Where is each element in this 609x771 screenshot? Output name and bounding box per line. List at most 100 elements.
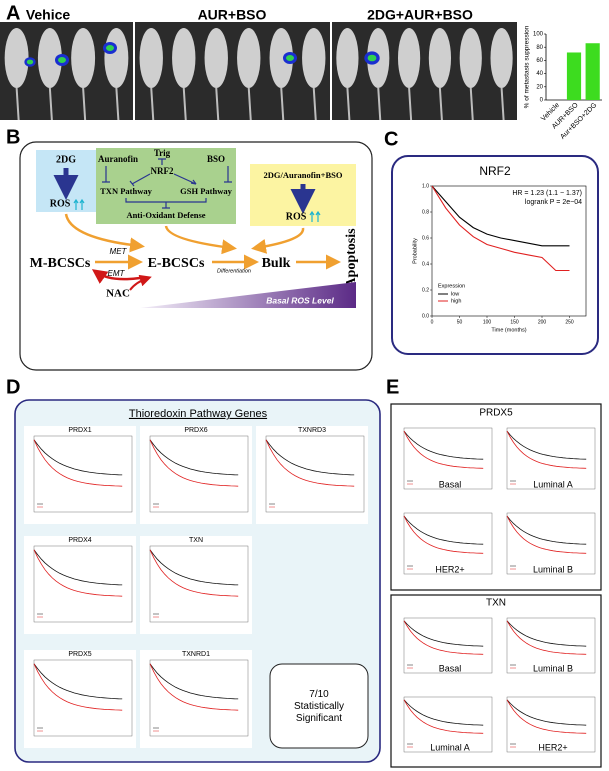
x-tick-label: 100 [483,319,492,325]
thumb-curve [403,620,484,647]
x-tick-label: 250 [565,319,574,325]
thumb-frame [403,696,493,753]
tail [346,87,351,121]
thumb-frame [265,435,365,513]
thumb-curve [403,430,484,460]
group-label: Vehice [26,7,71,23]
y-tick-label: 60 [536,58,543,64]
mouse [490,28,513,88]
subtype-label: Basal [439,479,462,489]
signal [106,45,114,51]
tail [82,87,87,121]
thumb-frame [403,617,493,674]
y-tick-label: 40 [536,71,543,77]
signal [286,55,294,61]
thumb-curve [149,549,239,597]
plot-title: TXNRD1 [182,651,210,658]
thumb-bg [497,418,599,501]
thumb-frame [33,435,133,513]
plot-title: PRDX1 [68,427,91,434]
subtype-label: Basal [439,663,462,673]
chart-title: NRF2 [479,164,511,178]
emt-arrow [91,269,141,284]
tail [115,87,120,121]
annotation: HR = 1.23 (1.1 − 1.37) [512,190,582,197]
mouse-images [0,22,517,121]
gene-title: TXN [486,598,506,609]
x-tick-label: 200 [538,319,547,325]
tail [469,87,474,121]
thumb-curve [506,515,587,545]
plot-title: PRDX6 [184,427,207,434]
cell-state: Apoptosis [344,228,359,288]
mouse [71,28,96,88]
thumb-curve [506,515,587,554]
note: 7/10 Statistically Significant [294,689,344,724]
thumb-curve [149,439,239,476]
mouse [302,28,326,88]
y-axis-label: Probability [412,238,418,264]
y-tick-label: 0.4 [422,261,429,267]
y-tick-label: 100 [533,32,544,38]
panel-d-title: Thioredoxin Pathway Genes [129,408,268,420]
drug-label: 2DG/Auranofin+BSO [264,170,343,180]
signal [367,54,377,62]
tail [150,87,155,121]
mouse [459,28,482,88]
drug-label: 2DG [56,154,76,165]
subtype-label: HER2+ [538,742,567,752]
tail [182,87,187,121]
group-label: 2DG+AUR+BSO [367,7,473,23]
panel-letter: A [6,2,20,24]
photo [135,22,330,120]
y-tick-label: 0.8 [422,209,429,215]
gradient-label: Basal ROS Level [266,295,334,305]
signal [58,57,66,63]
defense-label: Anti-Oxidant Defense [126,210,205,220]
thumb-curve [403,699,484,726]
thumb-bg [394,418,496,501]
thumb-frame [506,427,596,490]
thumb-frame [149,435,249,513]
cell-state: E-BCSCs [148,256,205,271]
mouse [397,28,421,88]
ros-label: ROS [286,211,307,222]
legend-title: Expression [438,283,465,289]
thumb-curve [33,439,123,476]
mouse [269,28,293,88]
mouse [172,28,196,88]
legend-label: low [451,291,459,297]
km-thumbnails: Basal Luminal A HER2+ Luminal B Basal Luminal… [394,418,599,764]
thumb-frame [506,696,596,753]
mouse [139,28,163,88]
thumb-curve [506,620,587,647]
tail [247,87,252,121]
note-box [269,663,369,749]
y-tick-label: 0 [540,98,544,104]
thumb-curve [506,699,587,726]
legend-label: high [451,298,461,304]
survival-curve [431,185,570,272]
y-tick-label: 1.0 [422,183,429,189]
y-tick-label: 80 [536,45,543,51]
plot-title: PRDX5 [68,651,91,658]
thumb-curve [265,439,355,476]
thumb-curve [33,439,123,487]
thumb-bg [497,503,599,586]
thumb-curve [149,663,239,711]
plot-frame [431,185,587,317]
drug-label: Trig [154,148,171,158]
thumb-curve [33,549,123,586]
subtype-label: HER2+ [435,564,464,574]
thumb-curve [506,430,587,460]
tail [500,87,505,121]
thumb-bg [394,608,496,685]
tail [312,87,317,121]
thumb-bg [394,687,496,764]
pathway-label: GSH Pathway [180,186,232,196]
panel-letter: E [386,376,399,398]
signal [26,59,34,65]
tail [215,87,220,121]
tail [280,87,285,121]
